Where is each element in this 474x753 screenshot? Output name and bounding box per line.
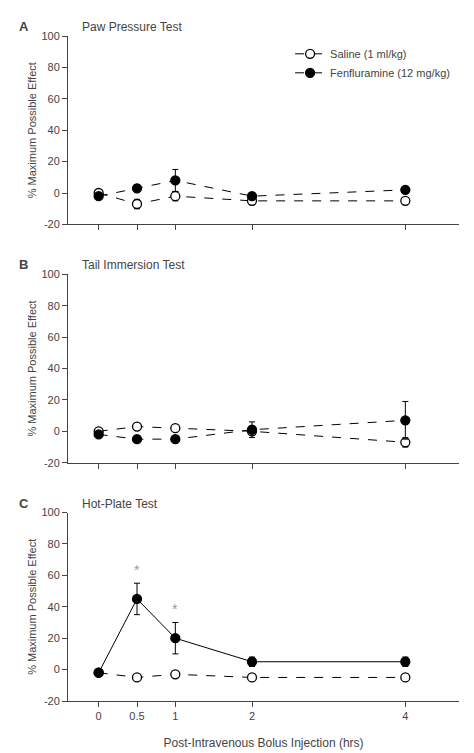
- svg-text:C: C: [19, 496, 29, 511]
- svg-text:1: 1: [172, 710, 178, 722]
- svg-text:40: 40: [48, 601, 60, 613]
- svg-text:Hot-Plate Test: Hot-Plate Test: [82, 497, 158, 511]
- svg-text:Fenfluramine (12 mg/kg): Fenfluramine (12 mg/kg): [330, 67, 450, 79]
- svg-text:% Maximum Possible Effect: % Maximum Possible Effect: [26, 539, 38, 675]
- svg-text:100: 100: [41, 30, 59, 42]
- svg-text:% Maximum Possible Effect: % Maximum Possible Effect: [26, 300, 38, 436]
- svg-text:60: 60: [48, 331, 60, 343]
- svg-text:60: 60: [48, 569, 60, 581]
- svg-text:0: 0: [54, 425, 60, 437]
- svg-text:20: 20: [48, 632, 60, 644]
- svg-text:40: 40: [48, 124, 60, 136]
- svg-text:0: 0: [54, 663, 60, 675]
- svg-text:80: 80: [48, 538, 60, 550]
- svg-text:% Maximum Possible Effect: % Maximum Possible Effect: [26, 62, 38, 198]
- svg-text:-20: -20: [44, 695, 60, 707]
- svg-text:20: 20: [48, 155, 60, 167]
- svg-text:0.5: 0.5: [129, 710, 144, 722]
- svg-text:*: *: [172, 601, 178, 617]
- svg-text:80: 80: [48, 300, 60, 312]
- svg-text:20: 20: [48, 394, 60, 406]
- svg-text:Tail Immersion Test: Tail Immersion Test: [82, 258, 185, 272]
- svg-text:-20: -20: [44, 457, 60, 469]
- svg-text:100: 100: [41, 268, 59, 280]
- svg-text:2: 2: [249, 710, 255, 722]
- svg-text:0: 0: [96, 710, 102, 722]
- svg-text:100: 100: [41, 506, 59, 518]
- svg-text:B: B: [19, 257, 28, 272]
- svg-text:4: 4: [402, 710, 408, 722]
- svg-text:0: 0: [54, 187, 60, 199]
- svg-text:40: 40: [48, 362, 60, 374]
- svg-text:A: A: [19, 19, 29, 34]
- svg-text:80: 80: [48, 61, 60, 73]
- svg-text:*: *: [134, 562, 140, 578]
- svg-text:Post-Intravenous Bolus Injecti: Post-Intravenous Bolus Injection (hrs): [163, 736, 363, 750]
- svg-text:Paw Pressure Test: Paw Pressure Test: [82, 20, 182, 34]
- svg-text:60: 60: [48, 93, 60, 105]
- svg-text:-20: -20: [44, 218, 60, 230]
- svg-text:Saline (1 ml/kg): Saline (1 ml/kg): [330, 48, 406, 60]
